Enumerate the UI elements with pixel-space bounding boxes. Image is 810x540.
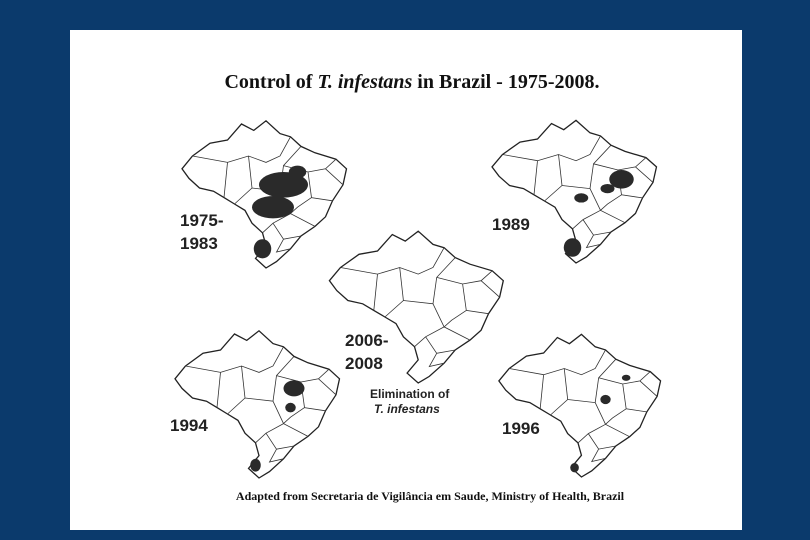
map — [173, 329, 341, 480]
title: Control of T. infestans in Brazil - 1975… — [224, 71, 599, 93]
map — [180, 119, 348, 270]
map-label: 2008 — [345, 354, 383, 373]
map-label: 1994 — [170, 416, 208, 435]
map-label: 1996 — [502, 419, 540, 438]
map — [490, 119, 658, 265]
map-label: 1975- — [180, 211, 223, 230]
title-italic: T. infestans — [317, 71, 412, 93]
map — [497, 333, 662, 479]
map-label: 2006- — [345, 331, 388, 350]
map-label: 1989 — [492, 215, 530, 234]
title-part: Control of — [224, 71, 317, 93]
caption: Adapted from Secretaria de Vigilância em… — [236, 489, 625, 503]
map-label: 1983 — [180, 234, 218, 253]
map-note: Elimination of — [370, 387, 450, 401]
map-note: T. infestans — [374, 402, 440, 416]
title-part: in Brazil - 1975-2008. — [412, 71, 599, 93]
